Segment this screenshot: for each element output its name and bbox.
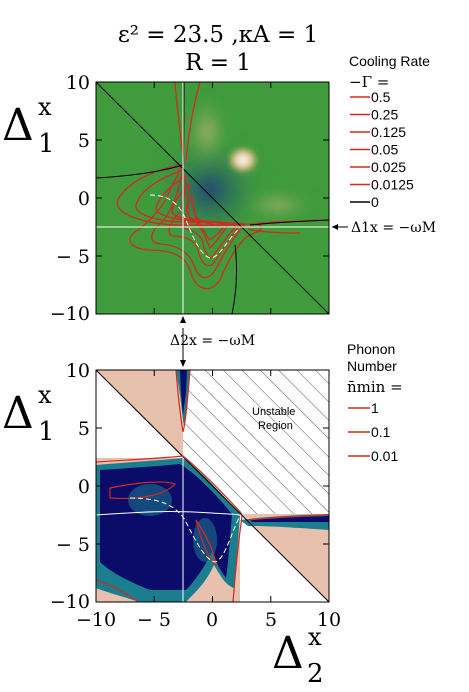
bot-ytick-1: 5 — [78, 418, 90, 440]
cooling-right-arm-core — [250, 516, 329, 522]
contour-phonon-1-right — [232, 515, 243, 602]
contour-phonon-lower-left — [96, 579, 139, 602]
top-y-axis: 10 5 0 − 5 −10 — [50, 72, 90, 325]
xtick-4: 10 — [317, 609, 341, 631]
contour-phonon-right — [247, 514, 329, 521]
bottom-optimum-curve — [129, 497, 241, 563]
top-ytick-0: 10 — [66, 72, 90, 94]
top-legend-label-6: 0 — [371, 194, 379, 210]
optimum-curve — [149, 194, 241, 259]
title-line1: ε² = 23.5 ,κA = 1 — [118, 22, 318, 48]
top-ylabel-sup: x — [38, 93, 52, 121]
contour-0-025 — [135, 169, 247, 279]
bot-ylabel-sup: x — [38, 381, 52, 409]
contour-0-05 — [155, 174, 242, 267]
bottom-legend-label-0: 1 — [371, 400, 379, 416]
bottom-y-label: Δ x 1 — [2, 381, 55, 447]
top-legend-heading: Cooling Rate — [349, 53, 430, 69]
bottom-diagonal — [96, 370, 329, 602]
bottom-contours — [96, 370, 329, 602]
top-ytick-3: − 5 — [56, 246, 90, 268]
top-ytick-1: 5 — [78, 130, 90, 152]
top-legend-label-4: 0.025 — [371, 159, 406, 175]
bot-ytick-3: − 5 — [56, 534, 90, 556]
bottom-tick-marks — [95, 369, 330, 603]
top-tick-marks — [95, 81, 330, 315]
top-glow-right — [238, 191, 318, 219]
top-legend-symbol: −Γ = — [349, 73, 389, 91]
bottom-arrow-label: Δ2x = −ωM — [170, 333, 255, 349]
bottom-legend-heading2: Number — [347, 358, 397, 374]
top-ytick-4: −10 — [50, 303, 90, 325]
xtick-1: − 5 — [137, 609, 171, 631]
top-legend-label-0: 0.5 — [371, 89, 391, 105]
top-legend-label-1: 0.25 — [371, 107, 398, 123]
bottom-ref-horizontal — [96, 511, 241, 516]
contour-phonon-0-1 — [109, 481, 177, 500]
bottom-legend-label-2: 0.01 — [371, 448, 398, 464]
cooling-highlight-mid — [193, 518, 217, 562]
zero-line-lower — [231, 244, 237, 314]
diagonal-boundary — [96, 82, 329, 314]
top-reference — [96, 82, 329, 314]
contour-0-0125 — [116, 164, 262, 290]
title-line2: R = 1 — [185, 50, 251, 76]
contour-0-5 — [193, 205, 224, 241]
bottom-arrow-annotation: Δ2x = −ωM — [170, 316, 255, 367]
top-legend-label-3: 0.05 — [371, 142, 398, 158]
bot-ylabel-main: Δ — [2, 388, 34, 439]
top-peak-spot — [227, 146, 259, 174]
top-ytick-2: 0 — [78, 188, 90, 210]
bottom-heatmap — [96, 370, 329, 602]
xtick-2: 0 — [206, 609, 218, 631]
xlabel-sub: 2 — [307, 659, 324, 689]
xtick-3: 5 — [265, 609, 277, 631]
xlabel-main: Δ — [272, 628, 304, 679]
cooling-top-strip-core — [180, 370, 187, 415]
top-ylabel-sub: 1 — [38, 129, 55, 159]
cooling-highlight-left — [128, 484, 172, 516]
unstable-label-2: Region — [258, 420, 293, 432]
contour-0-25 — [187, 193, 230, 250]
contour-phonon-1-upper — [96, 455, 243, 515]
contour-right-arm-2 — [247, 228, 301, 234]
bottom-x-axis: −10 − 5 0 5 10 — [76, 609, 341, 631]
contour-phonon-top — [175, 370, 191, 433]
right-arrow-annotation: Δ1x = −ωM — [332, 220, 436, 236]
xlabel-sup: x — [308, 623, 322, 651]
bot-ytick-0: 10 — [66, 360, 90, 382]
bottom-legend-heading1: Phonon — [347, 341, 395, 357]
top-legend-label-5: 0.0125 — [371, 177, 414, 193]
top-legend: Cooling Rate −Γ = 0.5 0.250.125 0.050.025 0… — [349, 53, 430, 210]
bottom-legend-symbol: n̄min = — [347, 378, 403, 396]
top-heatmap — [96, 82, 329, 314]
top-glow-upper — [185, 92, 229, 172]
unstable-label-1: Unstable — [252, 406, 295, 418]
contour-phonon-0-01 — [195, 519, 217, 567]
top-legend-label-2: 0.125 — [371, 124, 406, 140]
bot-ylabel-sub: 1 — [38, 417, 55, 447]
top-ylabel-main: Δ — [2, 100, 34, 151]
bot-ytick-4: −10 — [50, 591, 90, 613]
contour-upper-right — [185, 82, 201, 161]
zero-line-right — [249, 219, 329, 226]
bottom-reference — [96, 458, 241, 602]
xtick-0: −10 — [76, 609, 116, 631]
bottom-x-label: Δ x 2 — [272, 623, 324, 689]
right-arrow-label: Δ1x = −ωM — [351, 220, 436, 236]
bot-ytick-2: 0 — [78, 476, 90, 498]
zero-line-left — [96, 164, 184, 179]
bottom-y-axis: 10 5 0 − 5 −10 — [50, 360, 90, 613]
bottom-legend: Phonon Number n̄min = 1 0.1 0.01 — [347, 341, 403, 464]
top-y-label: Δ x 1 — [2, 93, 55, 159]
bottom-legend-label-1: 0.1 — [371, 424, 391, 440]
contour-0-125 — [171, 182, 238, 259]
